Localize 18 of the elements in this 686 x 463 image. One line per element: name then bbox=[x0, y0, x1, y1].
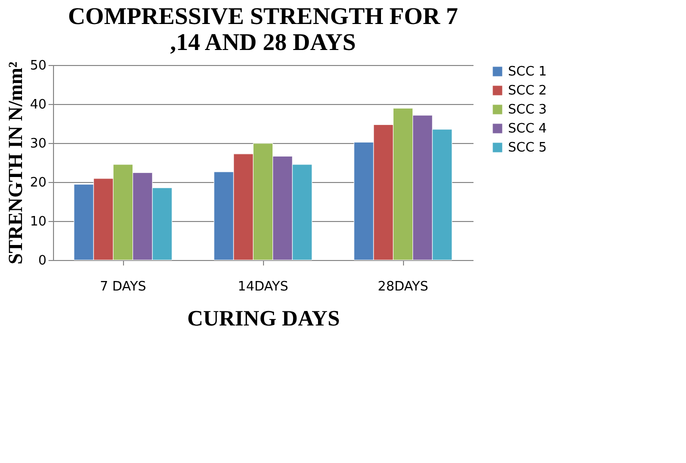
y-tick-label: 50 bbox=[30, 58, 46, 74]
x-axis-title: CURING DAYS bbox=[187, 306, 340, 330]
legend-label: SCC 1 bbox=[508, 64, 547, 80]
text: COMPRESSIVE STRENGTH FOR 7 bbox=[68, 4, 458, 30]
x-tick-label: 14DAYS bbox=[238, 280, 288, 294]
y-tick-label: 10 bbox=[30, 214, 46, 230]
y-tick-label: 30 bbox=[30, 136, 46, 152]
legend-label: SCC 2 bbox=[508, 84, 547, 98]
y-tick-label: 0 bbox=[38, 254, 46, 268]
legend-label: SCC 3 bbox=[508, 102, 547, 118]
y-tick-label: 40 bbox=[30, 98, 46, 112]
x-tick-label: 28DAYS bbox=[378, 280, 428, 294]
y-axis-title: STRENGTH IN N/mm² bbox=[4, 62, 27, 264]
y-tick-label: 20 bbox=[30, 176, 46, 190]
legend-label: SCC 4 bbox=[508, 122, 547, 136]
legend-label: SCC 5 bbox=[508, 140, 547, 156]
text: ,14 AND 28 DAYS bbox=[170, 30, 356, 56]
x-tick-label: 7 DAYS bbox=[100, 280, 146, 294]
